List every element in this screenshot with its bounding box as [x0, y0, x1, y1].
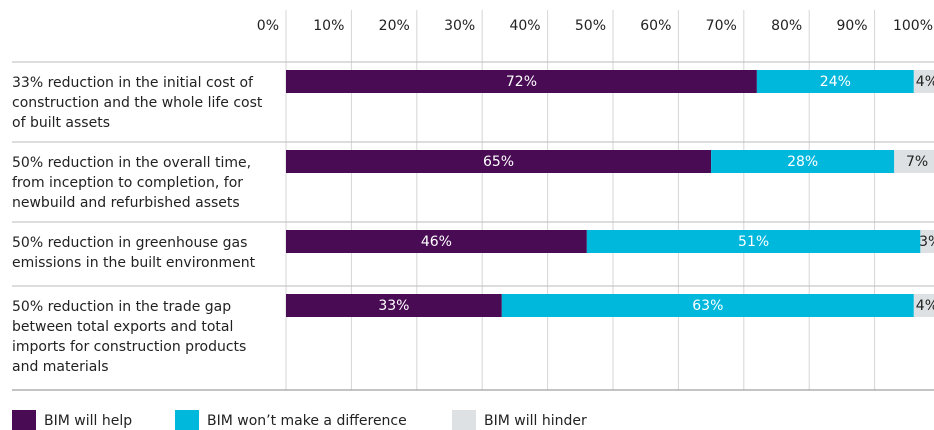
bar-segment: [894, 150, 934, 173]
value-label: 4%: [916, 74, 934, 90]
value-label: 63%: [692, 298, 723, 314]
legend-swatch: [12, 410, 36, 430]
bar-segment: [756, 70, 914, 93]
category-label: 50% reduction in greenhouse gas emission…: [12, 235, 256, 271]
bar-segment: [920, 230, 934, 253]
bar-segment: [286, 294, 502, 317]
x-tick-label: 70%: [706, 18, 737, 34]
value-label: 51%: [738, 234, 769, 250]
legend-swatch: [452, 410, 476, 430]
legend-label: BIM will help: [44, 413, 132, 429]
bar-segment: [286, 230, 587, 253]
bar-segment: [913, 70, 934, 93]
value-label: 28%: [787, 154, 818, 170]
category-label: 50% reduction in the trade gap between t…: [12, 299, 247, 375]
x-tick-label: 50%: [575, 18, 606, 34]
bar-segment: [913, 294, 934, 317]
bar-segment: [501, 294, 914, 317]
x-tick-label: 30%: [444, 18, 475, 34]
value-label: 33%: [378, 298, 409, 314]
value-label: 7%: [906, 154, 928, 170]
x-tick-label: 40%: [509, 18, 540, 34]
value-label: 24%: [820, 74, 851, 90]
x-tick-label: 10%: [313, 18, 344, 34]
category-label: 50% reduction in the overall time, from …: [12, 155, 252, 211]
x-tick-label: 80%: [771, 18, 802, 34]
bar-segment: [286, 70, 757, 93]
category-label: 33% reduction in the initial cost of con…: [12, 75, 263, 131]
legend-swatch: [175, 410, 199, 430]
value-label: 46%: [421, 234, 452, 250]
value-label: 3%: [919, 234, 934, 250]
legend-label: BIM will hinder: [484, 413, 587, 429]
x-tick-label: 100%: [893, 18, 933, 34]
value-label: 4%: [916, 298, 934, 314]
x-tick-label: 90%: [836, 18, 867, 34]
x-tick-label: 60%: [640, 18, 671, 34]
x-tick-label: 0%: [257, 18, 279, 34]
value-label: 72%: [506, 74, 537, 90]
x-tick-label: 20%: [379, 18, 410, 34]
legend-label: BIM won’t make a difference: [207, 413, 407, 429]
bar-segment: [286, 150, 712, 173]
value-label: 65%: [483, 154, 514, 170]
bar-segment: [586, 230, 921, 253]
bar-segment: [711, 150, 895, 173]
